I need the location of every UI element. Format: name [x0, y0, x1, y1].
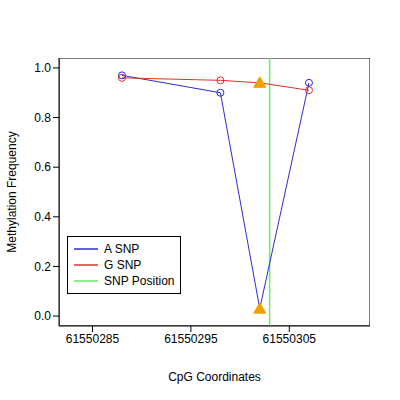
svg-text:61550295: 61550295 — [164, 332, 218, 346]
svg-text:61550285: 61550285 — [66, 332, 120, 346]
html-text:G SNP: G SNP — [104, 258, 142, 272]
svg-text:1.0: 1.0 — [34, 61, 51, 75]
svg-text:0.8: 0.8 — [34, 111, 51, 125]
svg-text:61550305: 61550305 — [263, 332, 317, 346]
html-text:A SNP: A SNP — [104, 242, 140, 256]
html-text:SNP Position: SNP Position — [104, 274, 175, 288]
html-text:Methylation Frequency: Methylation Frequency — [5, 131, 19, 253]
svg-text:0.4: 0.4 — [34, 210, 51, 224]
html-text:CpG Coordinates: CpG Coordinates — [168, 370, 261, 384]
svg-text:0.2: 0.2 — [34, 260, 51, 274]
svg-text:0.6: 0.6 — [34, 160, 51, 174]
svg-text:0.0: 0.0 — [34, 309, 51, 323]
